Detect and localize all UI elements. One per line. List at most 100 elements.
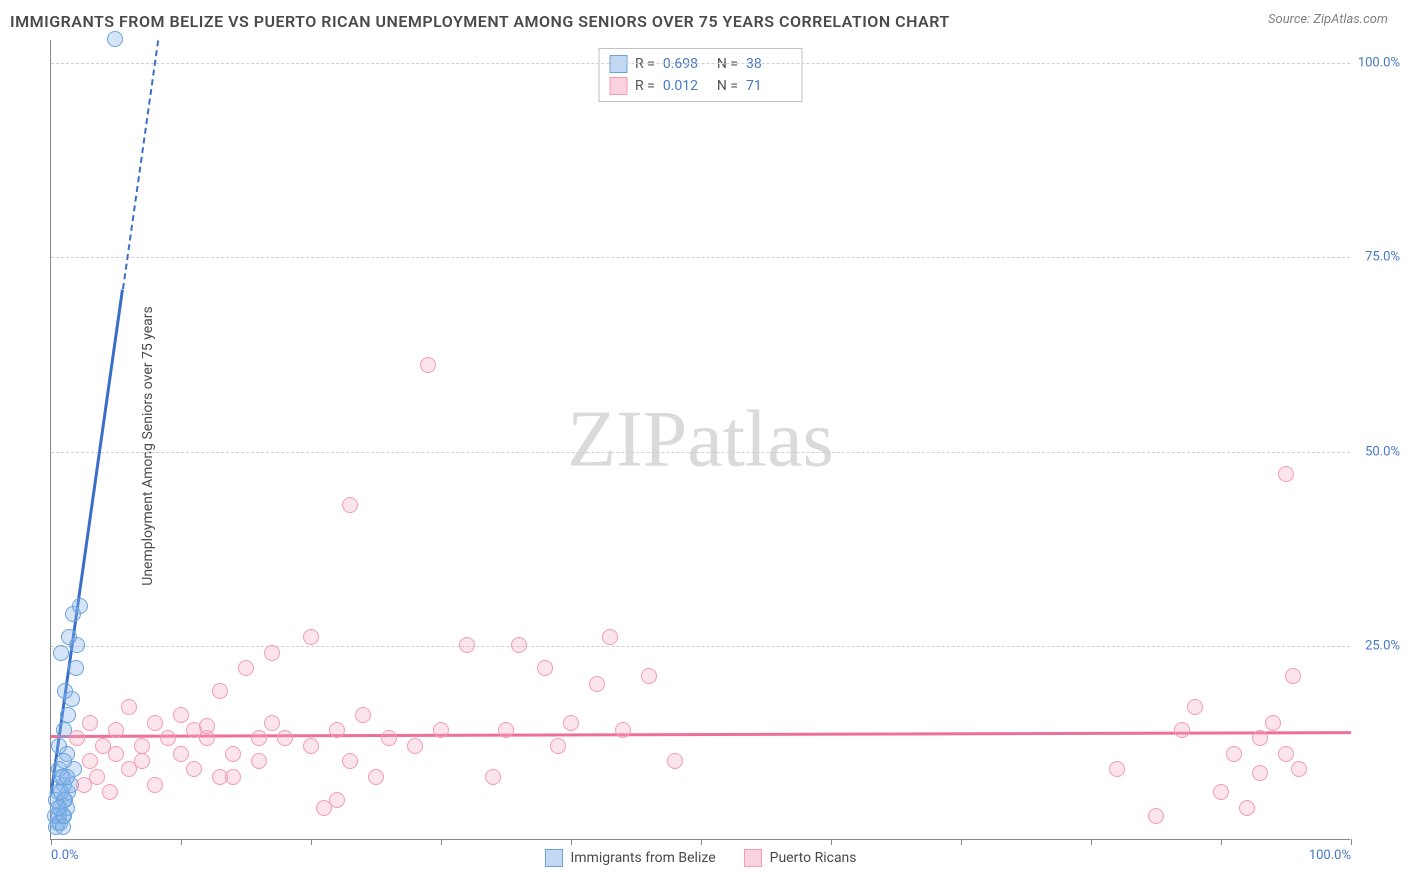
data-point bbox=[173, 707, 189, 723]
data-point bbox=[57, 683, 73, 699]
series-legend-label: Puerto Ricans bbox=[770, 850, 857, 866]
data-point bbox=[53, 784, 69, 800]
data-point bbox=[420, 357, 436, 373]
data-point bbox=[1213, 784, 1229, 800]
data-point bbox=[186, 722, 202, 738]
data-point bbox=[511, 637, 527, 653]
data-point bbox=[102, 784, 118, 800]
data-point bbox=[1174, 722, 1190, 738]
data-point bbox=[329, 722, 345, 738]
data-point bbox=[1291, 761, 1307, 777]
gridline bbox=[51, 452, 1350, 453]
data-point bbox=[147, 715, 163, 731]
data-point bbox=[107, 31, 123, 47]
x-tick bbox=[571, 839, 572, 845]
regression-line bbox=[122, 41, 159, 289]
gridline bbox=[51, 646, 1350, 647]
x-tick bbox=[701, 839, 702, 845]
data-point bbox=[381, 730, 397, 746]
data-point bbox=[1148, 808, 1164, 824]
data-point bbox=[329, 792, 345, 808]
legend-r-label: R = bbox=[635, 78, 655, 94]
data-point bbox=[1252, 765, 1268, 781]
data-point bbox=[147, 777, 163, 793]
gridline bbox=[51, 63, 1350, 64]
legend-n-label: N = bbox=[717, 78, 738, 94]
legend-swatch bbox=[544, 849, 562, 867]
x-tick-label-min: 0.0% bbox=[51, 848, 79, 863]
data-point bbox=[60, 707, 76, 723]
x-tick bbox=[311, 839, 312, 845]
x-tick bbox=[961, 839, 962, 845]
data-point bbox=[1278, 466, 1294, 482]
data-point bbox=[72, 598, 88, 614]
legend-swatch bbox=[744, 849, 762, 867]
data-point bbox=[368, 769, 384, 785]
data-point bbox=[1278, 746, 1294, 762]
chart-plot-area: ZIPatlas R =0.698N =38R =0.012N =71 Immi… bbox=[50, 40, 1350, 840]
data-point bbox=[51, 738, 67, 754]
data-point bbox=[563, 715, 579, 731]
data-point bbox=[59, 769, 75, 785]
data-point bbox=[134, 753, 150, 769]
data-point bbox=[50, 800, 66, 816]
data-point bbox=[615, 722, 631, 738]
data-point bbox=[602, 629, 618, 645]
legend-r-value: 0.012 bbox=[663, 78, 709, 94]
data-point bbox=[1252, 730, 1268, 746]
y-tick-label: 75.0% bbox=[1365, 250, 1400, 265]
legend-swatch bbox=[609, 77, 627, 95]
x-tick bbox=[441, 839, 442, 845]
data-point bbox=[121, 699, 137, 715]
data-point bbox=[108, 746, 124, 762]
data-point bbox=[355, 707, 371, 723]
data-point bbox=[82, 715, 98, 731]
data-point bbox=[186, 761, 202, 777]
legend-row: R =0.012N =71 bbox=[609, 75, 792, 97]
data-point bbox=[238, 660, 254, 676]
data-point bbox=[485, 769, 501, 785]
data-point bbox=[537, 660, 553, 676]
y-tick-label: 100.0% bbox=[1358, 56, 1400, 71]
watermark: ZIPatlas bbox=[567, 394, 834, 485]
data-point bbox=[53, 645, 69, 661]
x-tick bbox=[51, 839, 52, 845]
x-tick bbox=[1221, 839, 1222, 845]
series-legend-item: Puerto Ricans bbox=[744, 849, 857, 867]
data-point bbox=[251, 753, 267, 769]
data-point bbox=[68, 660, 84, 676]
data-point bbox=[342, 753, 358, 769]
data-point bbox=[173, 746, 189, 762]
data-point bbox=[82, 753, 98, 769]
x-tick-label-max: 100.0% bbox=[1309, 848, 1351, 863]
data-point bbox=[264, 645, 280, 661]
y-tick-label: 50.0% bbox=[1365, 444, 1400, 459]
x-tick bbox=[1091, 839, 1092, 845]
data-point bbox=[407, 738, 423, 754]
x-tick bbox=[1351, 839, 1352, 845]
data-point bbox=[498, 722, 514, 738]
data-point bbox=[1239, 800, 1255, 816]
data-point bbox=[1226, 746, 1242, 762]
x-tick bbox=[181, 839, 182, 845]
data-point bbox=[277, 730, 293, 746]
data-point bbox=[589, 676, 605, 692]
data-point bbox=[212, 683, 228, 699]
data-point bbox=[264, 715, 280, 731]
y-tick-label: 25.0% bbox=[1365, 638, 1400, 653]
data-point bbox=[667, 753, 683, 769]
data-point bbox=[1109, 761, 1125, 777]
gridline bbox=[51, 257, 1350, 258]
data-point bbox=[1187, 699, 1203, 715]
data-point bbox=[641, 668, 657, 684]
data-point bbox=[1285, 668, 1301, 684]
data-point bbox=[76, 777, 92, 793]
data-point bbox=[433, 722, 449, 738]
data-point bbox=[108, 722, 124, 738]
data-point bbox=[56, 753, 72, 769]
data-point bbox=[61, 629, 77, 645]
series-legend-item: Immigrants from Belize bbox=[544, 849, 715, 867]
data-point bbox=[303, 738, 319, 754]
data-point bbox=[69, 730, 85, 746]
data-point bbox=[303, 629, 319, 645]
